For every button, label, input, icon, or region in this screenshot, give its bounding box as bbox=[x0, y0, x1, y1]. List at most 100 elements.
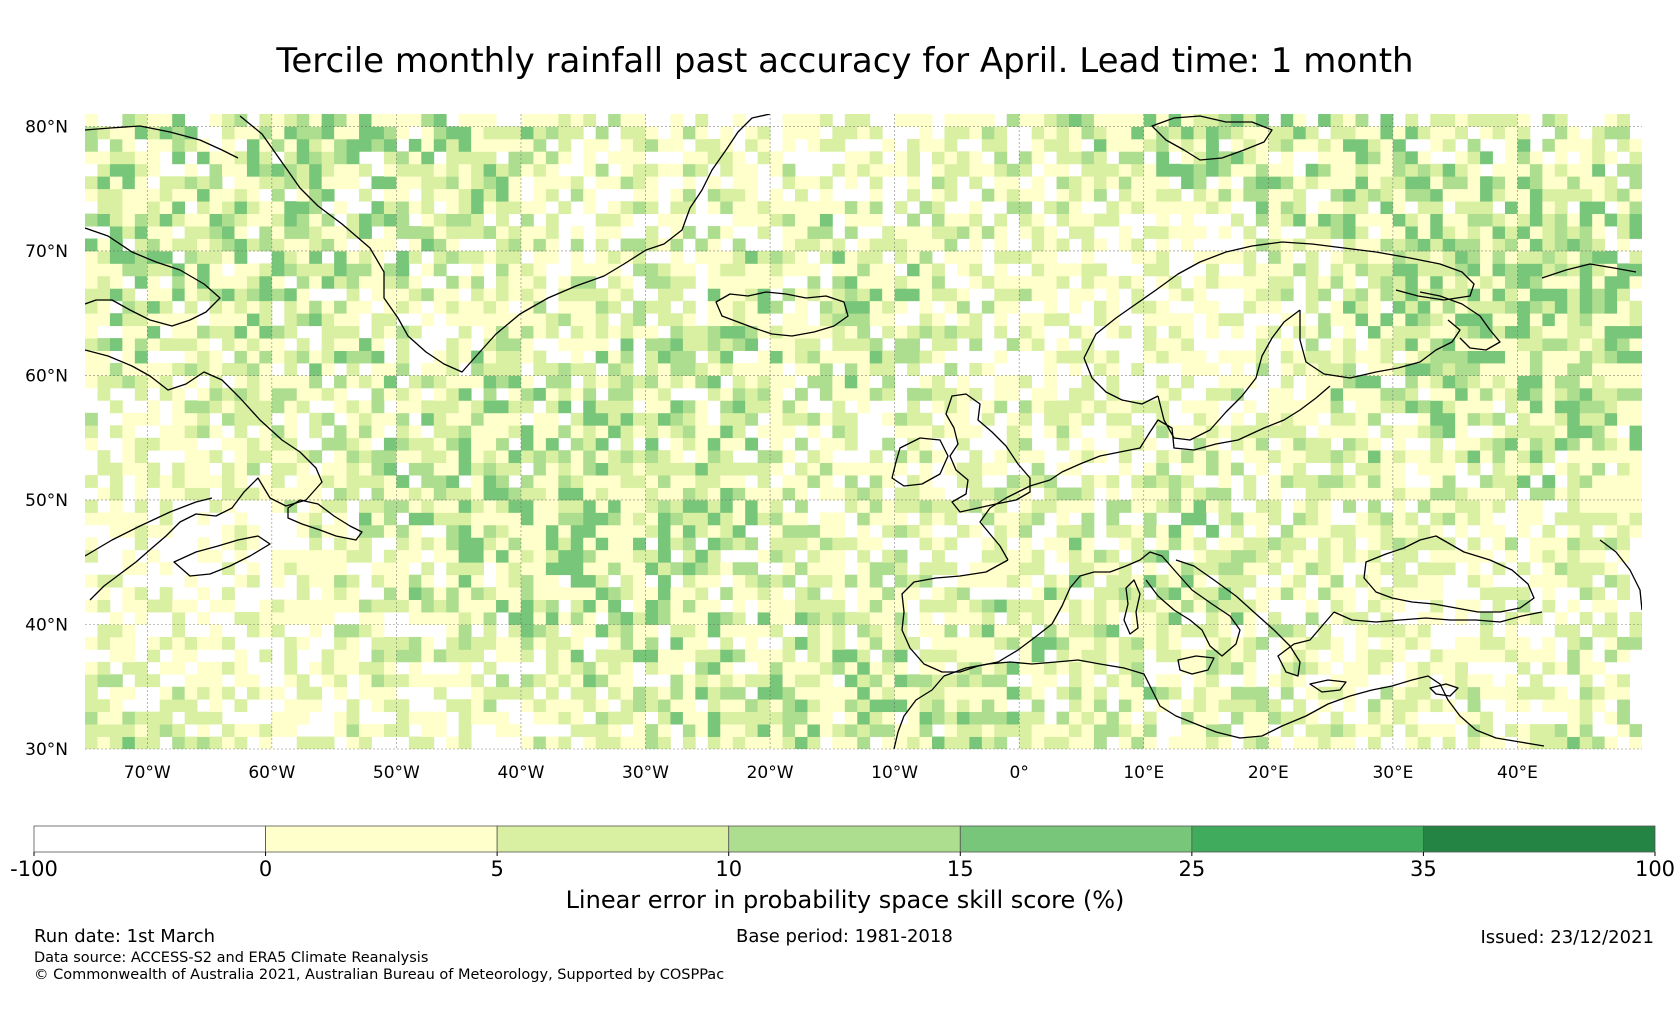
grid-cell bbox=[894, 338, 908, 351]
grid-cell bbox=[757, 450, 771, 464]
grid-cell bbox=[1093, 562, 1107, 576]
grid-cell bbox=[932, 138, 945, 152]
grid-cell bbox=[720, 163, 734, 177]
grid-cell bbox=[271, 612, 285, 625]
grid-cell bbox=[1181, 338, 1194, 351]
grid-cell bbox=[1330, 375, 1344, 389]
grid-cell bbox=[97, 599, 111, 613]
grid-cell bbox=[1268, 325, 1282, 339]
grid-cell bbox=[894, 674, 908, 688]
grid-cell bbox=[1542, 475, 1556, 488]
grid-cell bbox=[321, 275, 335, 289]
grid-cell bbox=[1293, 636, 1307, 650]
grid-cell bbox=[284, 387, 298, 401]
grid-cell bbox=[1293, 201, 1307, 215]
grid-cell bbox=[595, 587, 609, 600]
grid-cell bbox=[1168, 450, 1182, 464]
grid-cell bbox=[396, 300, 410, 314]
grid-cell bbox=[1019, 400, 1033, 414]
grid-cell bbox=[97, 587, 111, 600]
grid-cell bbox=[595, 462, 609, 476]
grid-cell bbox=[869, 587, 883, 600]
grid-cell bbox=[1156, 213, 1170, 227]
grid-cell bbox=[471, 126, 484, 140]
grid-cell bbox=[321, 300, 335, 314]
grid-cell bbox=[1343, 599, 1356, 613]
grid-cell bbox=[570, 537, 584, 551]
grid-cell bbox=[446, 250, 460, 264]
grid-cell bbox=[1430, 537, 1444, 551]
grid-cell bbox=[907, 699, 920, 713]
grid-cell bbox=[159, 126, 173, 140]
grid-cell bbox=[595, 425, 609, 439]
grid-cell bbox=[421, 288, 435, 302]
grid-cell bbox=[1031, 250, 1045, 264]
grid-cell bbox=[1343, 674, 1356, 688]
grid-cell bbox=[1118, 201, 1132, 215]
grid-cell bbox=[1031, 562, 1045, 576]
grid-cell bbox=[1193, 711, 1207, 725]
grid-cell bbox=[1480, 499, 1493, 513]
grid-cell bbox=[1579, 325, 1593, 339]
grid-cell bbox=[1330, 649, 1344, 663]
grid-cell bbox=[1492, 412, 1506, 426]
grid-cell bbox=[633, 151, 646, 165]
grid-cell bbox=[446, 736, 460, 749]
grid-cell bbox=[807, 724, 821, 737]
grid-cell bbox=[608, 624, 622, 638]
grid-cell bbox=[520, 674, 534, 688]
grid-cell bbox=[209, 387, 223, 401]
grid-cell bbox=[1392, 425, 1406, 439]
grid-cell bbox=[147, 138, 161, 152]
grid-cell bbox=[234, 574, 248, 588]
grid-cell bbox=[633, 724, 646, 737]
grid-cell bbox=[433, 288, 447, 302]
grid-cell bbox=[259, 375, 273, 389]
grid-cell bbox=[533, 549, 547, 563]
grid-cell bbox=[109, 201, 123, 215]
grid-cell bbox=[533, 176, 547, 190]
grid-cell bbox=[458, 711, 472, 725]
grid-cell bbox=[1367, 151, 1381, 165]
grid-cell bbox=[1318, 499, 1331, 513]
grid-cell bbox=[1056, 437, 1070, 451]
grid-cell bbox=[894, 612, 908, 625]
grid-cell bbox=[334, 138, 347, 152]
grid-cell bbox=[159, 300, 173, 314]
grid-cell bbox=[246, 387, 260, 401]
grid-cell bbox=[1467, 724, 1481, 737]
grid-cell bbox=[533, 350, 547, 364]
grid-cell bbox=[85, 437, 98, 451]
grid-cell bbox=[458, 300, 472, 314]
grid-cell bbox=[1480, 686, 1493, 700]
grid-cell bbox=[782, 649, 796, 663]
grid-cell bbox=[1604, 537, 1618, 551]
grid-cell bbox=[458, 126, 472, 140]
grid-cell bbox=[956, 425, 970, 439]
grid-cell bbox=[1056, 350, 1070, 364]
grid-cell bbox=[770, 462, 783, 476]
grid-cell bbox=[1367, 275, 1381, 289]
grid-cell bbox=[1517, 524, 1531, 538]
grid-cell bbox=[894, 736, 908, 749]
grid-cell bbox=[309, 512, 323, 526]
grid-cell bbox=[956, 686, 970, 700]
grid-cell bbox=[458, 724, 472, 737]
grid-cell bbox=[334, 450, 347, 464]
grid-cell bbox=[1181, 499, 1194, 513]
grid-cell bbox=[1019, 475, 1033, 488]
grid-cell bbox=[545, 524, 559, 538]
grid-cell bbox=[682, 126, 696, 140]
grid-cell bbox=[496, 475, 509, 488]
grid-cell bbox=[981, 363, 995, 376]
grid-cell bbox=[172, 624, 186, 638]
grid-cell bbox=[122, 375, 136, 389]
grid-cell bbox=[1206, 188, 1219, 202]
grid-cell bbox=[1592, 188, 1606, 202]
longitude-label: 20°E bbox=[1248, 763, 1289, 783]
grid-cell bbox=[720, 201, 734, 215]
grid-cell bbox=[109, 475, 123, 488]
grid-cell bbox=[483, 661, 497, 675]
grid-cell bbox=[1243, 400, 1257, 414]
grid-cell bbox=[433, 412, 447, 426]
